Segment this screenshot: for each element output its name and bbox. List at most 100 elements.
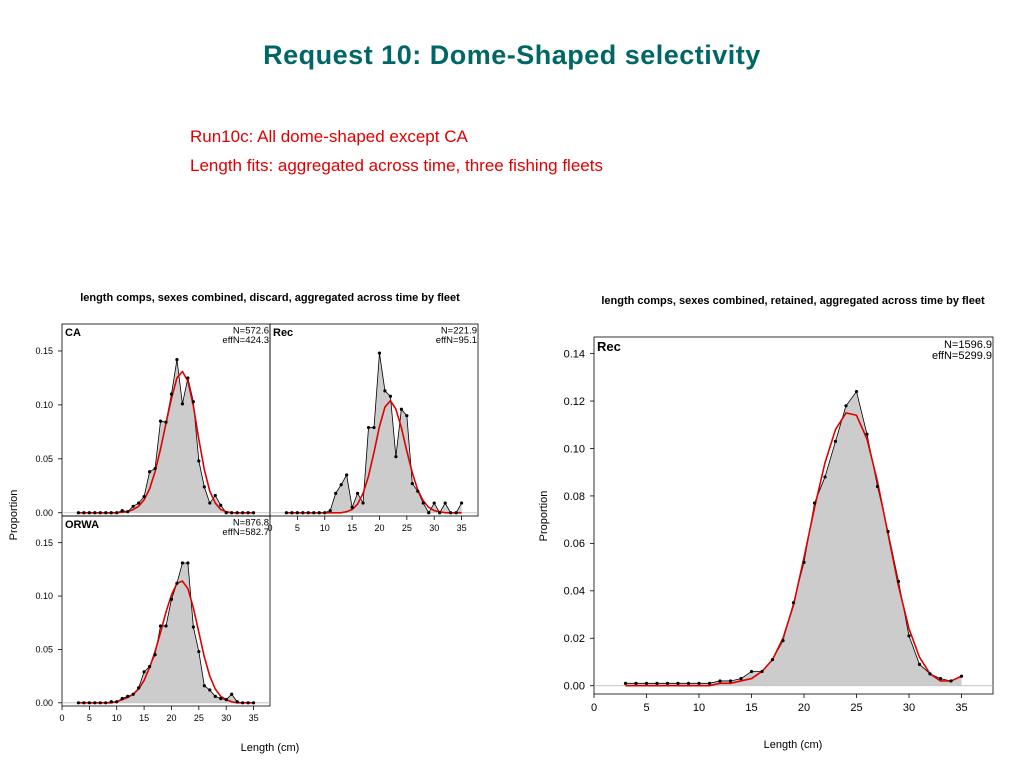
- chart-2-panel-rec-y-tick-label: 0.08: [564, 491, 585, 503]
- chart-2-panel-rec-observed-point: [791, 601, 796, 605]
- chart-1-panel-orwa-observed-point: [98, 701, 102, 705]
- chart-1-panel-rec-observed-point: [290, 511, 294, 515]
- chart-1-panel-orwa-y-tick-label: 0.15: [35, 538, 53, 548]
- chart-1-panel-orwa-observed-point: [137, 686, 141, 690]
- chart-1-panel-orwa-observed-point: [109, 700, 113, 704]
- chart-1-panel-orwa-observed-point: [93, 701, 97, 705]
- chart-1-panel-rec-x-tick-label: 25: [402, 523, 412, 533]
- chart-2-panel-rec-x-tick-label: 30: [903, 702, 915, 714]
- chart-2-panel-rec-observed-point: [707, 681, 712, 685]
- chart-2-panel-rec-observed-point: [739, 676, 743, 681]
- chart-1-panel-rec-observed-point: [388, 394, 393, 398]
- chart-1-panel-orwa-observed-point: [153, 653, 157, 657]
- chart-1-panel-rec-frame: [269, 323, 479, 517]
- chart-2-panel-rec-observed-point: [728, 679, 733, 683]
- chart-1-panel-orwa-observed-point: [76, 701, 81, 705]
- chart-1-panel-orwa-x-tick-label: 35: [249, 713, 259, 723]
- chart-1-panel-orwa-observed-point: [230, 692, 234, 696]
- chart-2-panel-rec-effn-label: effN=5299.9: [932, 350, 992, 362]
- chart-1-panel-ca-observed-point: [76, 511, 81, 515]
- chart-1-panel-orwa-x-tick-label: 30: [221, 713, 231, 723]
- chart-2-panel-rec-observed-point: [634, 681, 638, 685]
- chart-1-panel-ca-y-tick-label: 0.15: [35, 346, 53, 356]
- chart-2-panel-rec-expected-line: [625, 412, 962, 687]
- chart-1-panel-rec-observed-point: [427, 511, 431, 515]
- chart-1-panel-ca-y-tick-label: 0.10: [35, 400, 53, 410]
- chart-1-panel-orwa-expected-line: [78, 580, 254, 704]
- chart-1-panel-orwa-x-tick-label: 10: [112, 713, 122, 723]
- chart-2-panel-rec-observed-point: [644, 681, 649, 685]
- chart-1-panel-orwa-observed-point: [104, 701, 108, 705]
- chart-2-panel-rec-observed-area: [625, 391, 962, 686]
- chart-1-panel-orwa-observed-point: [202, 684, 206, 688]
- chart-1-panel-ca-effn-label: effN=424.3: [222, 335, 269, 346]
- chart-1-panel-ca-observed-point: [224, 511, 228, 515]
- chart-1-title: length comps, sexes combined, discard, a…: [80, 292, 460, 304]
- chart-1-panel-rec-observed-point: [355, 491, 360, 495]
- chart-1-panel-rec-observed-point: [449, 511, 453, 515]
- chart-1-panel-ca-observed-point: [197, 459, 201, 463]
- chart-1-panel-rec-x-tick-label: 10: [320, 523, 330, 533]
- chart-1-panel-rec-x-tick-label: 15: [347, 523, 357, 533]
- chart-2-x-axis-label: Length (cm): [764, 739, 823, 751]
- chart-1-panel-rec-observed-point: [377, 351, 382, 355]
- chart-1-panel-ca-n-label: N=572.6: [233, 326, 269, 337]
- chart-1-panel-ca-observed-point: [164, 420, 168, 424]
- chart-2-panel-rec-observed-point: [770, 658, 775, 662]
- chart-1-panel-orwa-observed-point: [251, 701, 256, 705]
- chart-1-panel-ca-observed-point: [158, 419, 163, 423]
- chart-2-panel-rec-name: Rec: [597, 339, 621, 354]
- chart-1-panel-rec-observed-point: [399, 407, 403, 411]
- chart-2-panel-rec-observed-point: [623, 681, 628, 685]
- chart-1-panel-ca-observed-point: [219, 503, 223, 507]
- chart-2-panel-rec-x-tick-label: 0: [591, 702, 597, 714]
- chart-2-panel-rec-observed-point: [917, 662, 922, 666]
- chart-1-panel-orwa-observed-point: [180, 561, 185, 565]
- chart-1-panel-orwa-observed-point: [126, 694, 130, 698]
- chart-2-panel-rec-frame: [593, 336, 994, 695]
- chart-1-panel-ca-observed-point: [186, 376, 190, 380]
- chart-1-panel-rec-observed-point: [438, 511, 442, 515]
- chart-1-panel-rec-observed-point: [383, 389, 387, 393]
- chart-1-panel-orwa-observed-area: [78, 562, 254, 703]
- chart-1-panel-rec-observed-point: [295, 511, 299, 515]
- chart-1-panel-ca-observed-point: [175, 357, 179, 362]
- chart-2-panel-rec-observed-point: [686, 681, 691, 685]
- chart-1-panel-orwa-effn-label: effN=582.7: [222, 527, 269, 538]
- chart-1-panel-ca-observed-point: [137, 501, 141, 505]
- chart-1-panel-orwa-x-tick-label: 25: [194, 713, 204, 723]
- chart-1-panel-ca-observed-point: [153, 466, 157, 471]
- chart-1-panel-rec-observed-point: [421, 501, 425, 505]
- chart-1-panel-orwa-observed-point: [175, 581, 179, 585]
- chart-1-panel-orwa-observed-point: [115, 700, 119, 704]
- chart-1-panel-orwa-observed-point: [224, 697, 228, 702]
- chart-1-panel-ca-observed-point: [208, 501, 212, 505]
- chart-1-panel-ca-observed-point: [169, 392, 174, 396]
- subtitle-line-1: Run10c: All dome-shaped except CA: [190, 127, 468, 146]
- chart-1-panel-orwa-x-tick-label: 0: [59, 713, 64, 723]
- chart-1-panel-ca-observed-point: [191, 400, 195, 404]
- chart-1-panel-orwa-x-tick-label: 5: [87, 713, 92, 723]
- chart-1-panel-ca-observed-point: [93, 511, 97, 515]
- chart-1-panel-orwa-observed-point: [186, 561, 190, 565]
- chart-1-panel-ca-observed-point: [180, 402, 185, 406]
- chart-1-panel-ca-observed-point: [230, 511, 234, 515]
- chart-2-panel-rec-observed-point: [802, 560, 806, 564]
- chart-1-panel-rec-observed-point: [284, 511, 289, 515]
- chart-1-panel-ca-observed-point: [147, 470, 152, 474]
- chart-2-panel-rec-observed-point: [875, 484, 880, 489]
- chart-2-panel-rec-x-tick-label: 15: [745, 702, 757, 714]
- chart-1-panel-ca-observed-point: [98, 511, 102, 515]
- chart-1-panel-orwa-observed-point: [246, 701, 250, 705]
- chart-2-panel-rec-x-tick-label: 35: [955, 702, 967, 714]
- chart-1-panel-orwa-y-tick-label: 0.10: [35, 591, 53, 601]
- chart-1-panel-orwa-x-tick-label: 15: [139, 713, 149, 723]
- chart-1-panel-ca-name: CA: [65, 327, 81, 339]
- chart-1-panel-rec-observed-point: [339, 483, 343, 487]
- chart-1-panel-orwa-observed-point: [197, 649, 201, 654]
- chart-1-panel-ca-observed-point: [104, 511, 108, 515]
- chart-2-panel-rec-observed-point: [907, 634, 911, 638]
- chart-1-panel-rec-observed-point: [334, 491, 338, 495]
- chart-2-panel-rec-observed-point: [833, 439, 838, 443]
